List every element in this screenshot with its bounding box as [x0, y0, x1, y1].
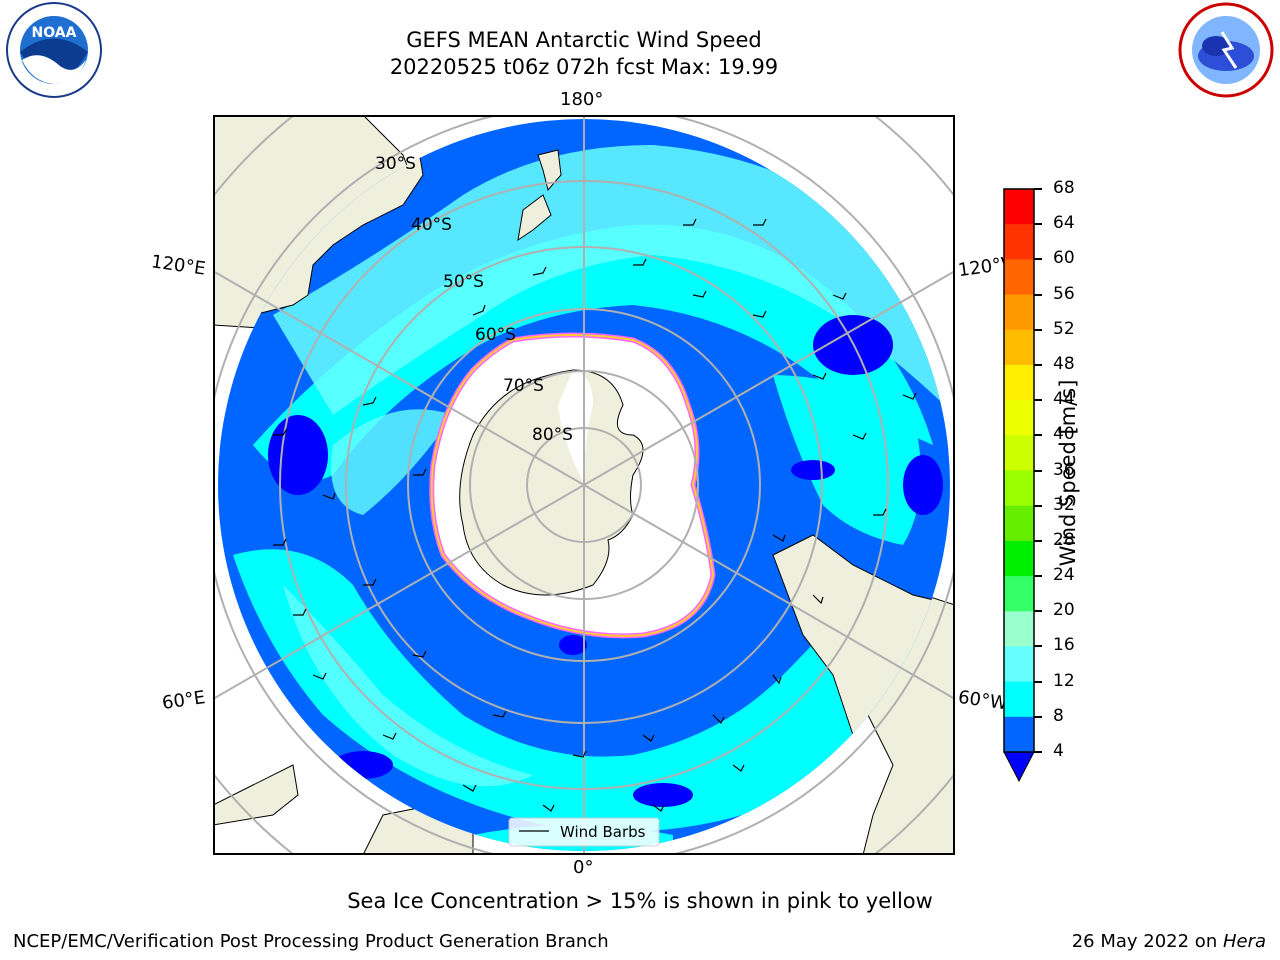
colorbar-segment [1004, 646, 1034, 683]
colorbar-tick-label: 64 [1053, 213, 1075, 234]
colorbar-tick [1034, 575, 1042, 578]
colorbar-tick [1034, 328, 1042, 331]
colorbar-tick-label: 52 [1053, 318, 1075, 339]
colorbar-segment [1004, 716, 1034, 753]
lat-label-70s: 70°S [503, 376, 544, 396]
colorbar-segment [1004, 329, 1034, 366]
lat-label-30s: 30°S [375, 154, 416, 174]
lon-label-180: 180° [560, 89, 604, 110]
nws-logo [1178, 2, 1274, 98]
wind-speed-field [233, 145, 950, 851]
colorbar-tick-label: 36 [1053, 459, 1075, 480]
colorbar [1003, 188, 1035, 783]
colorbar-segment [1004, 364, 1034, 401]
colorbar-tick-label: 44 [1053, 389, 1075, 410]
noaa-logo: NOAA [6, 2, 102, 98]
lon-label-120e: 120°E [149, 251, 207, 280]
colorbar-label: Wind Speed [m/s] [1056, 379, 1080, 567]
colorbar-tick [1034, 399, 1042, 402]
colorbar-tick-label: 60 [1053, 248, 1075, 269]
noaa-logo-text: NOAA [32, 25, 77, 41]
colorbar-tick [1034, 258, 1042, 261]
legend-label: Wind Barbs [560, 823, 646, 841]
colorbar-tick-label: 12 [1053, 670, 1075, 691]
colorbar-tick [1034, 539, 1042, 542]
colorbar-tick [1034, 680, 1042, 683]
lat-label-80s: 80°S [532, 425, 573, 445]
lat-label-50s: 50°S [443, 272, 484, 292]
colorbar-tick [1034, 188, 1042, 190]
colorbar-segment [1004, 505, 1034, 542]
sea-ice-caption: Sea Ice Concentration > 15% is shown in … [347, 889, 933, 913]
polar-map: 30°S 40°S 50°S 60°S 70°S 80°S Wind Barbs [213, 115, 955, 855]
lat-label-40s: 40°S [411, 215, 452, 235]
antarctica [429, 332, 716, 639]
footer-host: Hera [1222, 931, 1266, 952]
colorbar-tick [1034, 363, 1042, 366]
colorbar-tick [1034, 223, 1042, 226]
colorbar-tick [1034, 293, 1042, 296]
colorbar-tick-label: 28 [1053, 529, 1075, 550]
colorbar-tick [1034, 504, 1042, 507]
colorbar-segment [1004, 540, 1034, 577]
colorbar-tick-label: 56 [1053, 283, 1075, 304]
graticule [213, 115, 955, 855]
colorbar-tick [1034, 610, 1042, 613]
wind-barbs-legend: Wind Barbs [508, 817, 660, 847]
colorbar-segment [1004, 224, 1034, 260]
lon-label-0: 0° [573, 857, 594, 878]
colorbar-segment [1004, 435, 1034, 471]
colorbar-tick [1034, 645, 1042, 648]
colorbar-tick-label: 4 [1053, 741, 1064, 761]
footer-left: NCEP/EMC/Verification Post Processing Pr… [13, 931, 609, 952]
colorbar-segment [1004, 470, 1034, 507]
colorbar-tick-label: 40 [1053, 424, 1075, 445]
colorbar-tick-label: 16 [1053, 635, 1075, 656]
colorbar-segment [1004, 681, 1034, 718]
colorbar-segment [1004, 400, 1034, 436]
colorbar-tick-label: 20 [1053, 600, 1075, 621]
colorbar-tick [1034, 751, 1042, 753]
colorbar-tick-label: 68 [1053, 178, 1075, 198]
colorbar-tick-label: 48 [1053, 353, 1075, 374]
colorbar-segment [1004, 576, 1034, 612]
footer-right: 26 May 2022 on Hera [1072, 931, 1266, 952]
colorbar-tick [1034, 715, 1042, 718]
lon-label-60e: 60°E [160, 687, 207, 714]
colorbar-tick [1034, 469, 1042, 472]
colorbar-segment [1004, 611, 1034, 647]
colorbar-segment [1004, 259, 1034, 296]
colorbar-tick-label: 32 [1053, 494, 1075, 515]
colorbar-segment [1004, 294, 1034, 331]
colorbar-tick-label: 24 [1053, 565, 1075, 586]
wind-barbs [273, 218, 917, 812]
footer-date: 26 May 2022 on [1071, 931, 1223, 952]
map-frame [213, 115, 955, 855]
colorbar-segment [1004, 189, 1034, 225]
colorbar-tick [1034, 434, 1042, 437]
colorbar-extend-arrow [1003, 751, 1035, 783]
colorbar-tick-label: 8 [1053, 705, 1064, 726]
chart-subtitle: 20220525 t06z 072h fcst Max: 19.99 [389, 55, 779, 79]
chart-title: GEFS MEAN Antarctic Wind Speed [406, 28, 762, 52]
lat-label-60s: 60°S [475, 325, 516, 345]
